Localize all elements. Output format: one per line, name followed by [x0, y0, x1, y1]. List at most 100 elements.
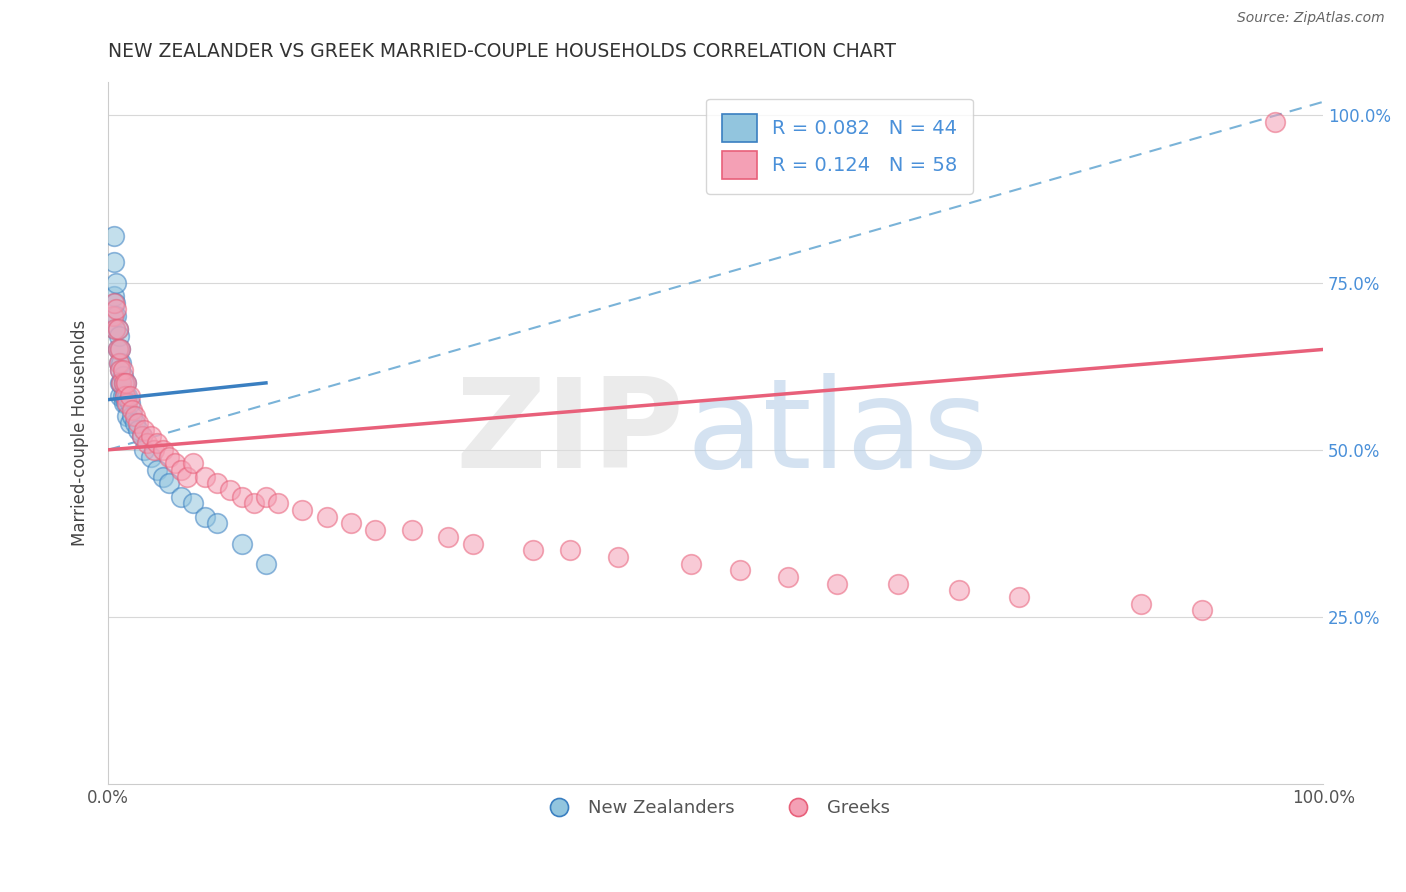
Point — [143, 442, 166, 457]
Point — [254, 490, 277, 504]
Point — [110, 376, 132, 390]
Point — [103, 295, 125, 310]
Point — [104, 295, 127, 310]
Point — [157, 450, 180, 464]
Point — [558, 543, 581, 558]
Point — [117, 396, 139, 410]
Point — [778, 570, 800, 584]
Point — [118, 389, 141, 403]
Point — [437, 530, 460, 544]
Point — [108, 343, 131, 357]
Legend: New Zealanders, Greeks: New Zealanders, Greeks — [534, 792, 897, 824]
Point — [134, 423, 156, 437]
Point — [112, 396, 135, 410]
Point — [124, 416, 146, 430]
Point — [111, 369, 134, 384]
Point — [401, 523, 423, 537]
Point — [101, 309, 124, 323]
Point — [231, 536, 253, 550]
Point — [1008, 590, 1031, 604]
Point — [108, 362, 131, 376]
Point — [127, 423, 149, 437]
Point — [103, 228, 125, 243]
Point — [110, 356, 132, 370]
Point — [107, 343, 129, 357]
Point — [1191, 603, 1213, 617]
Point — [108, 356, 131, 370]
Point — [134, 442, 156, 457]
Point — [364, 523, 387, 537]
Point — [108, 362, 131, 376]
Point — [108, 343, 131, 357]
Point — [103, 289, 125, 303]
Point — [254, 557, 277, 571]
Point — [131, 429, 153, 443]
Point — [176, 469, 198, 483]
Text: atlas: atlas — [686, 373, 988, 493]
Point — [117, 389, 139, 403]
Point — [114, 389, 136, 403]
Point — [131, 429, 153, 443]
Text: ZIP: ZIP — [456, 373, 685, 493]
Point — [108, 356, 131, 370]
Point — [104, 322, 127, 336]
Point — [112, 376, 135, 390]
Point — [121, 402, 143, 417]
Point — [103, 309, 125, 323]
Text: Source: ZipAtlas.com: Source: ZipAtlas.com — [1237, 11, 1385, 25]
Point — [170, 490, 193, 504]
Point — [231, 490, 253, 504]
Point — [340, 516, 363, 531]
Point — [118, 416, 141, 430]
Y-axis label: Married-couple Households: Married-couple Households — [72, 320, 89, 546]
Point — [207, 476, 229, 491]
Point — [110, 376, 132, 390]
Point — [1263, 115, 1285, 129]
Point — [163, 456, 186, 470]
Point — [111, 389, 134, 403]
Point — [825, 576, 848, 591]
Point — [887, 576, 910, 591]
Point — [124, 409, 146, 424]
Text: NEW ZEALANDER VS GREEK MARRIED-COUPLE HOUSEHOLDS CORRELATION CHART: NEW ZEALANDER VS GREEK MARRIED-COUPLE HO… — [108, 42, 896, 61]
Point — [115, 376, 138, 390]
Point — [170, 463, 193, 477]
Point — [291, 503, 314, 517]
Point — [152, 442, 174, 457]
Point — [157, 476, 180, 491]
Point — [111, 362, 134, 376]
Point — [103, 255, 125, 269]
Point — [105, 309, 128, 323]
Point — [1129, 597, 1152, 611]
Point — [115, 396, 138, 410]
Point — [461, 536, 484, 550]
Point — [108, 376, 131, 390]
Point — [104, 322, 127, 336]
Point — [194, 509, 217, 524]
Point — [139, 429, 162, 443]
Point — [607, 549, 630, 564]
Point — [118, 396, 141, 410]
Point — [112, 376, 135, 390]
Point — [207, 516, 229, 531]
Point — [117, 409, 139, 424]
Point — [139, 450, 162, 464]
Point — [107, 343, 129, 357]
Point — [181, 456, 204, 470]
Point — [522, 543, 544, 558]
Point — [948, 583, 970, 598]
Point — [105, 276, 128, 290]
Point — [105, 302, 128, 317]
Point — [107, 322, 129, 336]
Point — [108, 329, 131, 343]
Point — [218, 483, 240, 497]
Point — [145, 463, 167, 477]
Point — [107, 322, 129, 336]
Point — [181, 496, 204, 510]
Point — [681, 557, 703, 571]
Point — [728, 563, 751, 577]
Point — [267, 496, 290, 510]
Point — [152, 469, 174, 483]
Point — [315, 509, 337, 524]
Point — [135, 436, 157, 450]
